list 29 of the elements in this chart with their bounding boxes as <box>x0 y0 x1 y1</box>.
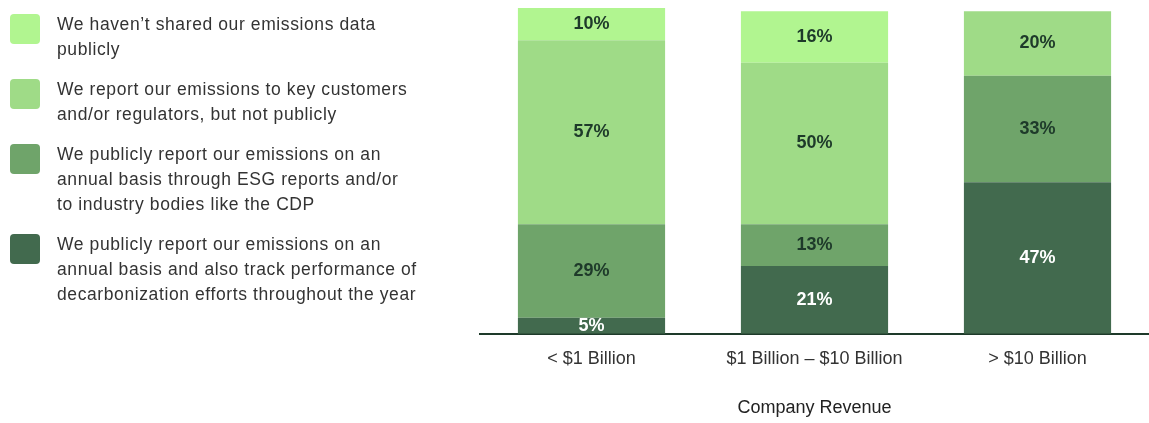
bar <box>740 62 889 225</box>
x-tick-label: > $10 Billion <box>988 347 1087 368</box>
bar <box>963 182 1112 334</box>
data-label: 29% <box>573 259 610 280</box>
legend-label: We report our emissions to key customers and/or regulators, but not publicly <box>57 78 409 126</box>
data-label: 57% <box>573 121 610 142</box>
bar <box>517 224 666 318</box>
bar <box>740 224 889 267</box>
data-label: 50% <box>796 132 833 153</box>
data-label: 16% <box>796 26 833 46</box>
legend-label: We publicly report our emissions on an annual basis through ESG reports and/or to industry bodies like the CDP <box>57 143 400 216</box>
x-tick-label: < $1 Billion <box>547 347 636 368</box>
data-label: 20% <box>1019 32 1056 53</box>
bar <box>963 11 1112 76</box>
data-label: 33% <box>1019 117 1056 138</box>
x-axis-title: Company Revenue <box>737 397 892 418</box>
bar <box>740 11 889 63</box>
data-label: 47% <box>1019 246 1056 267</box>
legend-label: We haven’t shared our emissions data publicly <box>57 13 377 61</box>
data-label: 10% <box>573 13 610 34</box>
bar <box>517 40 666 225</box>
legend-label: We publicly report our emissions on an annual basis and also track performance of decarbonization efforts throughout the year <box>57 233 417 306</box>
data-label: 13% <box>796 234 833 255</box>
bar <box>963 75 1112 183</box>
bar <box>517 8 666 41</box>
x-tick-label: $1 Billion – $10 Billion <box>726 347 903 368</box>
bar <box>740 266 889 334</box>
data-label: 21% <box>796 288 833 309</box>
data-label: 5% <box>578 314 605 335</box>
